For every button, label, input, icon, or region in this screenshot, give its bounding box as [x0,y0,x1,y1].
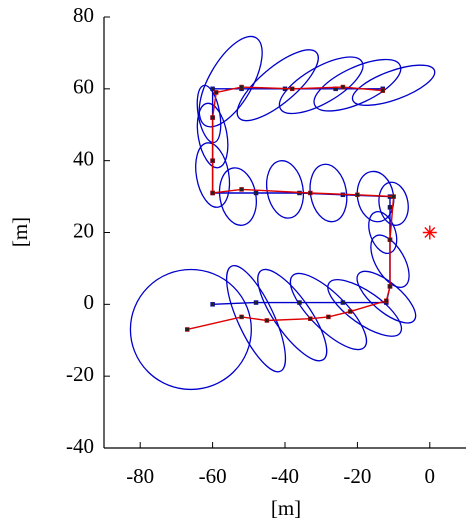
y-tick-label: 20 [73,218,94,242]
trajectory-marker [387,237,393,242]
star-marker [422,225,437,240]
trajectory-marker [326,314,331,320]
trajectory-marker [380,88,385,93]
trajectory-marker [213,90,219,95]
y-axis-label: [m] [8,217,32,247]
trajectory-marker [308,316,313,321]
covariance-ellipse [196,102,229,169]
covariance-ellipse [196,84,222,144]
covariance-ellipse [265,160,305,219]
x-tick-label: -40 [271,464,299,488]
trajectory-marker [297,300,302,305]
y-tick-label: 60 [73,75,94,99]
covariance-ellipse [313,58,402,112]
x-tick-label: -60 [199,464,227,488]
trajectory-marker [239,187,244,192]
trajectory-marker [384,298,389,303]
y-tick-label: 40 [73,146,94,170]
trajectory-marker [387,205,393,210]
covariance-ellipse [129,268,252,391]
covariance-ellipse [351,64,436,106]
covariance-ellipse [327,279,403,337]
x-tick-label: -80 [126,464,154,488]
x-axis-label: [m] [271,496,301,520]
covariance-ellipse [309,163,348,223]
covariance-ellipse [370,234,410,288]
covariance-ellipse [198,35,263,128]
trajectory-marker [210,302,215,307]
trajectory-marker [239,84,244,90]
x-tick-label: -20 [343,464,371,488]
y-tick-label: -20 [66,362,94,386]
covariance-ellipse [356,270,417,324]
covariance-ellipse [289,272,368,351]
trajectory-marker [210,190,215,196]
trajectory-marker [210,115,215,120]
trajectory-marker [264,318,270,323]
covariance-ellipse [225,265,287,373]
trajectory-marker [355,192,360,198]
trajectory-marker [185,327,190,332]
covariance-ellipse [195,142,231,208]
y-tick-label: 80 [73,3,94,27]
trajectory-marker [340,84,346,90]
y-tick-label: -40 [66,434,94,458]
x-tick-label: 0 [425,464,436,488]
trajectory-marker [289,86,295,92]
trajectory-marker [340,300,346,305]
covariance-ellipse [278,56,364,115]
trajectory-marker [253,300,259,305]
trajectory-marker [387,284,393,289]
trajectory-marker [391,194,396,199]
covariance-ellipse [218,167,257,226]
trajectory-marker [308,190,313,196]
covariance-ellipse [356,170,395,223]
trajectory-marker [239,314,244,320]
y-tick-label: 0 [84,290,95,314]
trajectory-marker [347,309,353,314]
trajectory-marker [253,190,259,196]
trajectory-marker [210,158,215,163]
covariance-ellipse [236,49,319,122]
trajectory-marker [210,86,215,92]
covariance-ellipse [257,268,328,362]
